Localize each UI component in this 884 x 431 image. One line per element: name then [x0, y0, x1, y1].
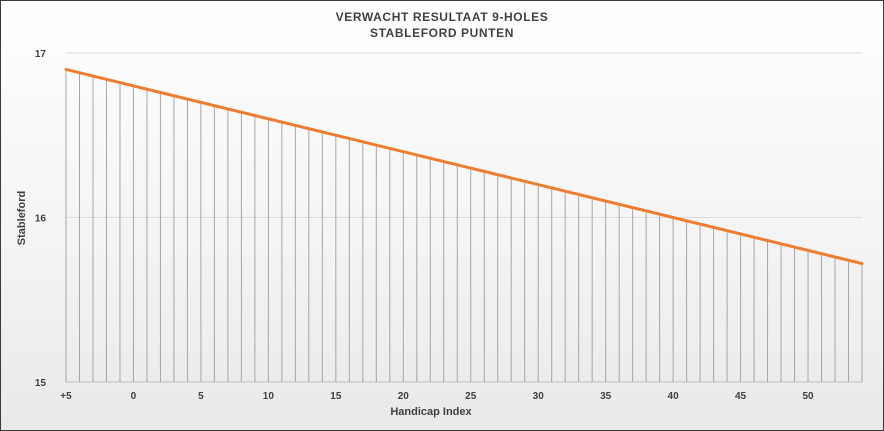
x-tick-label: 20: [398, 391, 410, 402]
y-tick-label: 15: [35, 378, 47, 389]
x-tick-label: 25: [465, 391, 477, 402]
x-tick-label: +5: [60, 391, 72, 402]
y-tick-label: 16: [35, 214, 47, 225]
x-tick-label: 0: [131, 391, 137, 402]
drop-lines: [65, 69, 863, 382]
y-axis-title: Stableford: [16, 191, 28, 245]
x-axis-ticks: +5 0 5 10 15 20 25 30 35 40 45 50: [60, 391, 814, 402]
y-axis-ticks: 15 16 17: [35, 49, 47, 389]
x-tick-label: 50: [802, 391, 814, 402]
gridlines: [66, 52, 862, 383]
x-axis-title: Handicap Index: [390, 406, 472, 418]
series-layer: [64, 67, 864, 266]
x-tick-label: 15: [330, 391, 342, 402]
y-tick-label: 17: [35, 49, 47, 60]
x-tick-label: 40: [668, 391, 680, 402]
series-line: [64, 67, 864, 266]
x-tick-label: 35: [600, 391, 612, 402]
x-tick-label: 10: [263, 391, 275, 402]
x-tick-label: 30: [533, 391, 545, 402]
chart-subtitle: STABLEFORD PUNTEN: [370, 26, 514, 40]
x-tick-label: 5: [198, 391, 204, 402]
chart-title: VERWACHT RESULTAAT 9-HOLES: [335, 10, 549, 24]
x-tick-label: 45: [735, 391, 747, 402]
